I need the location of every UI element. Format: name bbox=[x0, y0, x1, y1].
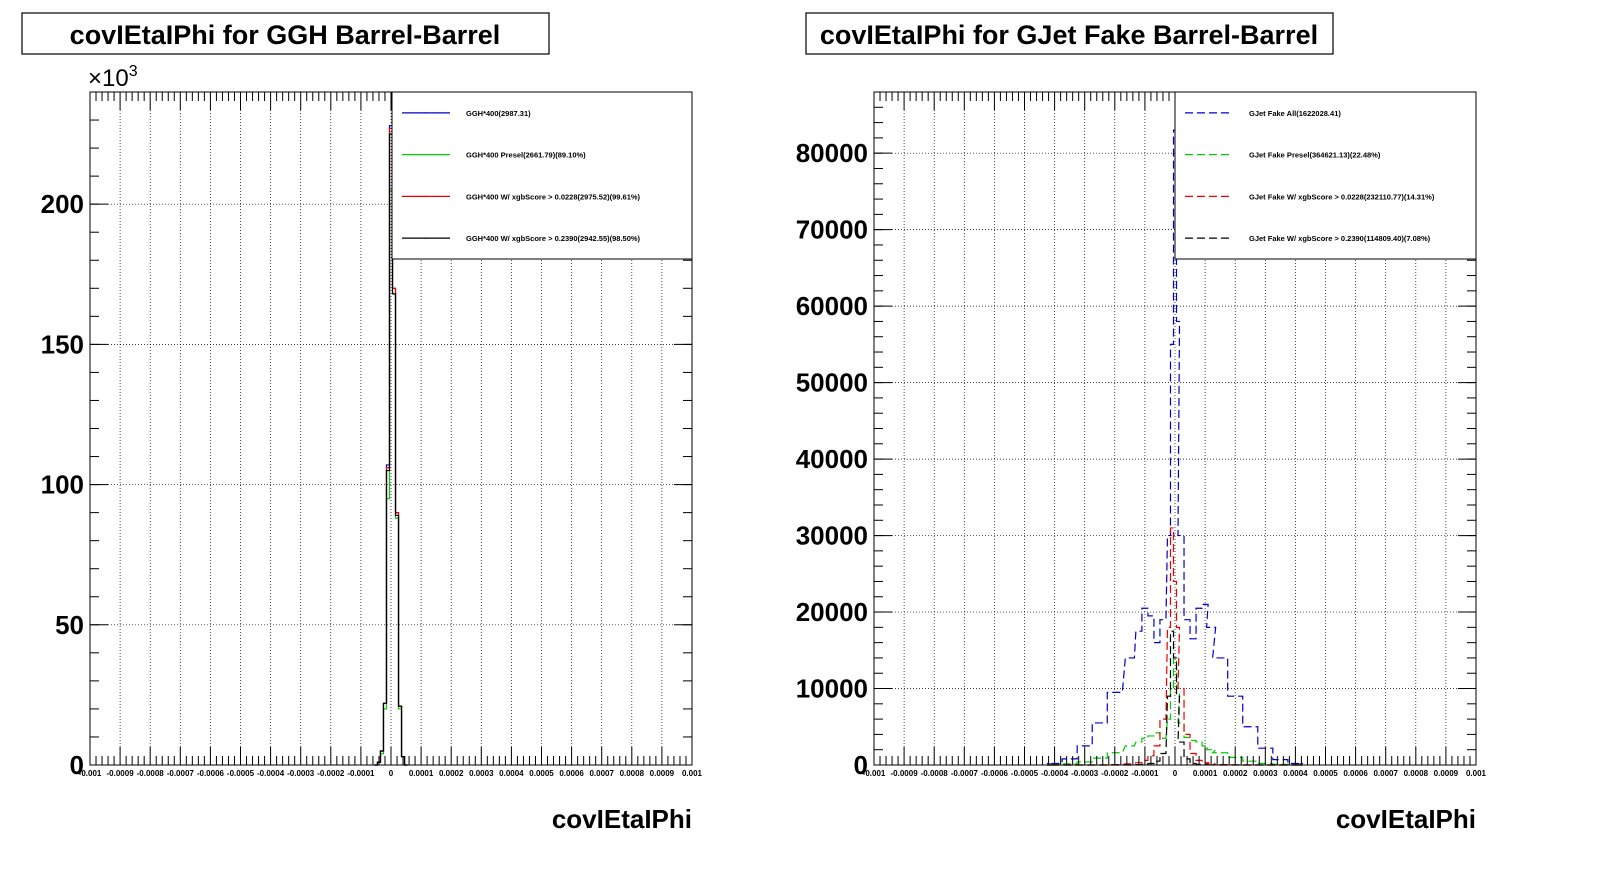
legend-label: GJet Fake W/ xgbScore > 0.0228(232110.77… bbox=[1249, 192, 1435, 201]
x-tick-label: 0.001 bbox=[682, 769, 703, 778]
x-tick-label: -0.0008 bbox=[921, 769, 949, 778]
x-tick-label: 0.0001 bbox=[409, 769, 434, 778]
x-axis-label: covIEtaIPhi bbox=[552, 804, 692, 834]
x-tick-label: -0.0002 bbox=[317, 769, 345, 778]
legend-box bbox=[1174, 91, 1477, 260]
x-tick-label: 0.0008 bbox=[620, 769, 645, 778]
y-tick-label: 0 bbox=[70, 750, 84, 780]
x-tick-label: -0.0003 bbox=[1071, 769, 1099, 778]
x-tick-label: 0.0007 bbox=[589, 769, 614, 778]
legend-box bbox=[391, 91, 693, 260]
legend-label: GJet Fake Presel(364621.13)(22.48%) bbox=[1249, 151, 1381, 160]
chart-title: covIEtaIPhi for GGH Barrel-Barrel bbox=[70, 20, 501, 50]
x-tick-label: 0.0008 bbox=[1404, 769, 1429, 778]
chart-panel-ggh: covIEtaIPhi for GGH Barrel-Barrel ×103 0… bbox=[21, 12, 703, 834]
x-tick-label: 0 bbox=[389, 769, 394, 778]
x-tick-label: 0.0005 bbox=[1313, 769, 1338, 778]
x-tick-label: -0.0008 bbox=[137, 769, 165, 778]
x-tick-label: -0.0007 bbox=[167, 769, 195, 778]
legend-marker bbox=[425, 112, 427, 114]
legend-label: GJet Fake All(1622028.41) bbox=[1249, 109, 1341, 118]
x-tick-label: -0.0001 bbox=[1131, 769, 1159, 778]
x-tick-label: -0.0006 bbox=[197, 769, 225, 778]
chart-panel-gjet: covIEtaIPhi for GJet Fake Barrel-Barrel … bbox=[796, 12, 1487, 834]
y-tick-labels: 0 10000 20000 30000 40000 50000 60000 70000 8000… bbox=[796, 138, 868, 780]
x-tick-label: 0.0006 bbox=[1343, 769, 1368, 778]
x-tick-label: -0.0005 bbox=[1011, 769, 1039, 778]
series-line-1 bbox=[374, 189, 408, 766]
x-tick-labels: -0.001 -0.0009 -0.0008 -0.0007 -0.0006 -0.000… bbox=[863, 769, 1487, 778]
x-tick-label: -0.0009 bbox=[891, 769, 919, 778]
x-tick-label: 0.0001 bbox=[1193, 769, 1218, 778]
legend: GGH*400(2987.31) GGH*400 Presel(2661.79)(… bbox=[391, 91, 693, 260]
y-tick-label: 100 bbox=[41, 470, 84, 500]
legend-marker bbox=[425, 195, 427, 198]
legend-marker bbox=[425, 153, 427, 156]
legend-marker bbox=[425, 237, 427, 239]
x-tick-label: 0.0005 bbox=[529, 769, 554, 778]
legend: GJet Fake All(1622028.41) GJet Fake Prese… bbox=[1174, 91, 1477, 260]
x-tick-label: -0.0004 bbox=[257, 769, 285, 778]
y-tick-label: 150 bbox=[41, 329, 84, 359]
x-tick-label: -0.0006 bbox=[981, 769, 1009, 778]
x-tick-labels: -0.001 -0.0009 -0.0008 -0.0007 -0.0006 -0.000… bbox=[79, 769, 703, 778]
x-tick-label: 0.001 bbox=[1466, 769, 1487, 778]
y-tick-label: 40000 bbox=[796, 444, 868, 474]
x-tick-label: -0.0003 bbox=[287, 769, 315, 778]
x-tick-label: 0.0004 bbox=[1283, 769, 1308, 778]
series-line-3 bbox=[374, 133, 408, 766]
y-tick-label: 50000 bbox=[796, 368, 868, 398]
x-tick-label: 0.0004 bbox=[499, 769, 524, 778]
plot-grid bbox=[90, 92, 692, 765]
y-tick-label: 30000 bbox=[796, 521, 868, 551]
y-tick-label: 0 bbox=[854, 750, 868, 780]
x-tick-label: 0.0007 bbox=[1373, 769, 1398, 778]
x-tick-label: -0.001 bbox=[863, 769, 886, 778]
y-tick-label: 20000 bbox=[796, 597, 868, 627]
x-tick-label: -0.0002 bbox=[1101, 769, 1129, 778]
x-tick-label: 0.0003 bbox=[1253, 769, 1278, 778]
y-tick-label: 70000 bbox=[796, 215, 868, 245]
x-tick-label: 0.0003 bbox=[469, 769, 494, 778]
x-tick-label: 0.0006 bbox=[559, 769, 584, 778]
legend-label: GGH*400 W/ xgbScore > 0.0228(2975.52)(99… bbox=[466, 192, 641, 201]
chart-title-box bbox=[805, 12, 1334, 55]
y-tick-label: 80000 bbox=[796, 138, 868, 168]
x-tick-label: -0.0004 bbox=[1041, 769, 1069, 778]
plot-series-group bbox=[374, 125, 408, 766]
y-tick-label: 50 bbox=[55, 610, 84, 640]
y-tick-labels: 0 50 100 150 200 bbox=[41, 189, 84, 780]
x-tick-label: 0.0009 bbox=[1434, 769, 1459, 778]
legend-label: GGH*400 Presel(2661.79)(89.10%) bbox=[466, 151, 586, 160]
y-tick-label: 200 bbox=[41, 189, 84, 219]
legend-label: GGH*400(2987.31) bbox=[466, 109, 531, 118]
y-tick-label: 60000 bbox=[796, 291, 868, 321]
legend-label: GGH*400 W/ xgbScore > 0.2390(2942.55)(98… bbox=[466, 234, 641, 243]
x-tick-label: -0.0007 bbox=[951, 769, 979, 778]
y-multiplier-base: ×10 bbox=[88, 65, 129, 92]
x-tick-label: -0.001 bbox=[79, 769, 102, 778]
x-tick-label: 0.0002 bbox=[439, 769, 464, 778]
y-axis-multiplier: ×103 bbox=[88, 63, 138, 92]
x-tick-label: -0.0005 bbox=[227, 769, 255, 778]
x-tick-label: -0.0001 bbox=[347, 769, 375, 778]
x-tick-label: 0.0002 bbox=[1223, 769, 1248, 778]
chart-title: covIEtaIPhi for GJet Fake Barrel-Barrel bbox=[820, 20, 1318, 50]
chart-title-box bbox=[21, 12, 550, 55]
x-axis-label: covIEtaIPhi bbox=[1336, 804, 1476, 834]
legend-label: GJet Fake W/ xgbScore > 0.2390(114809.40… bbox=[1249, 234, 1431, 243]
y-tick-label: 10000 bbox=[796, 674, 868, 704]
y-multiplier-exponent: 3 bbox=[129, 63, 138, 80]
x-tick-label: 0.0009 bbox=[650, 769, 675, 778]
x-tick-label: -0.0009 bbox=[107, 769, 135, 778]
x-tick-label: 0 bbox=[1173, 769, 1178, 778]
